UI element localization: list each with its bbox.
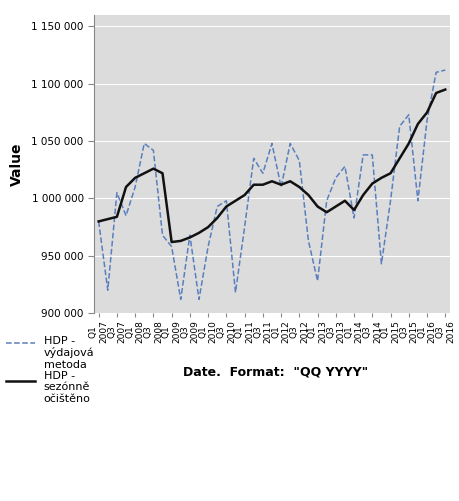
Text: Date.  Format:  "QQ YYYY": Date. Format: "QQ YYYY" [183, 366, 368, 379]
Text: HDP -
výdajová
metoda: HDP - výdajová metoda [44, 336, 94, 370]
Y-axis label: Value: Value [11, 142, 24, 186]
Text: HDP -
sezónně
očištěno: HDP - sezónně očištěno [44, 371, 90, 404]
